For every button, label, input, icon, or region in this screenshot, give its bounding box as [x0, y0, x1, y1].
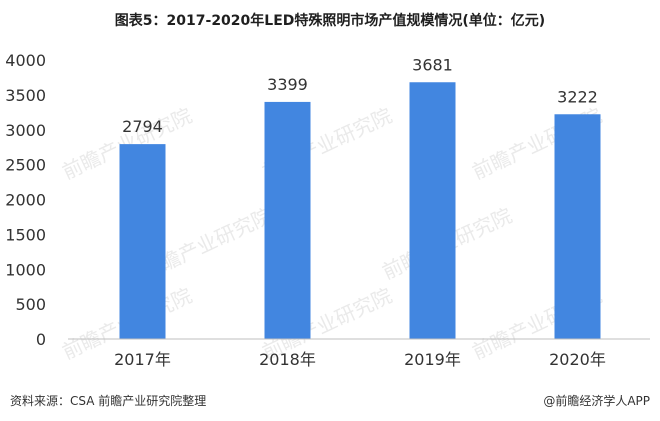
y-tick-label: 3500: [5, 86, 46, 105]
footer: 资料来源：CSA 前瞻产业研究院整理 @前瞻经济学人APP: [0, 392, 660, 414]
bar: [119, 144, 166, 339]
x-tick-label: 2019年: [404, 350, 461, 369]
y-tick-label: 3000: [5, 121, 46, 140]
x-tick-label: 2020年: [549, 350, 606, 369]
source-note: 资料来源：CSA 前瞻产业研究院整理: [10, 394, 207, 408]
x-tick-label: 2017年: [114, 350, 171, 369]
bar: [554, 114, 601, 339]
x-tick-label: 2018年: [259, 350, 316, 369]
y-axis: 0 500 1000 1500 2000 2500 3000 3500 4000: [5, 51, 46, 349]
y-tick-label: 1000: [5, 260, 46, 279]
data-label: 3222: [557, 87, 598, 106]
data-label: 3399: [267, 75, 308, 94]
bar: [409, 82, 456, 340]
bar-series: 2794 3399 3681 3222: [119, 55, 601, 340]
y-tick-label: 0: [36, 330, 46, 349]
chart-title: 图表5：2017-2020年LED特殊照明市场产值规模情况(单位：亿元): [114, 13, 546, 29]
y-tick-label: 4000: [5, 51, 46, 70]
data-label: 3681: [412, 55, 453, 74]
y-tick-label: 1500: [5, 225, 46, 244]
data-label: 2794: [122, 117, 163, 136]
y-tick-label: 2500: [5, 156, 46, 175]
y-tick-label: 500: [15, 295, 46, 314]
y-tick-label: 2000: [5, 191, 46, 210]
x-axis: 2017年 2018年 2019年 2020年: [68, 338, 650, 369]
bar: [264, 101, 311, 340]
brand-credit: @前瞻经济学人APP: [543, 394, 650, 408]
